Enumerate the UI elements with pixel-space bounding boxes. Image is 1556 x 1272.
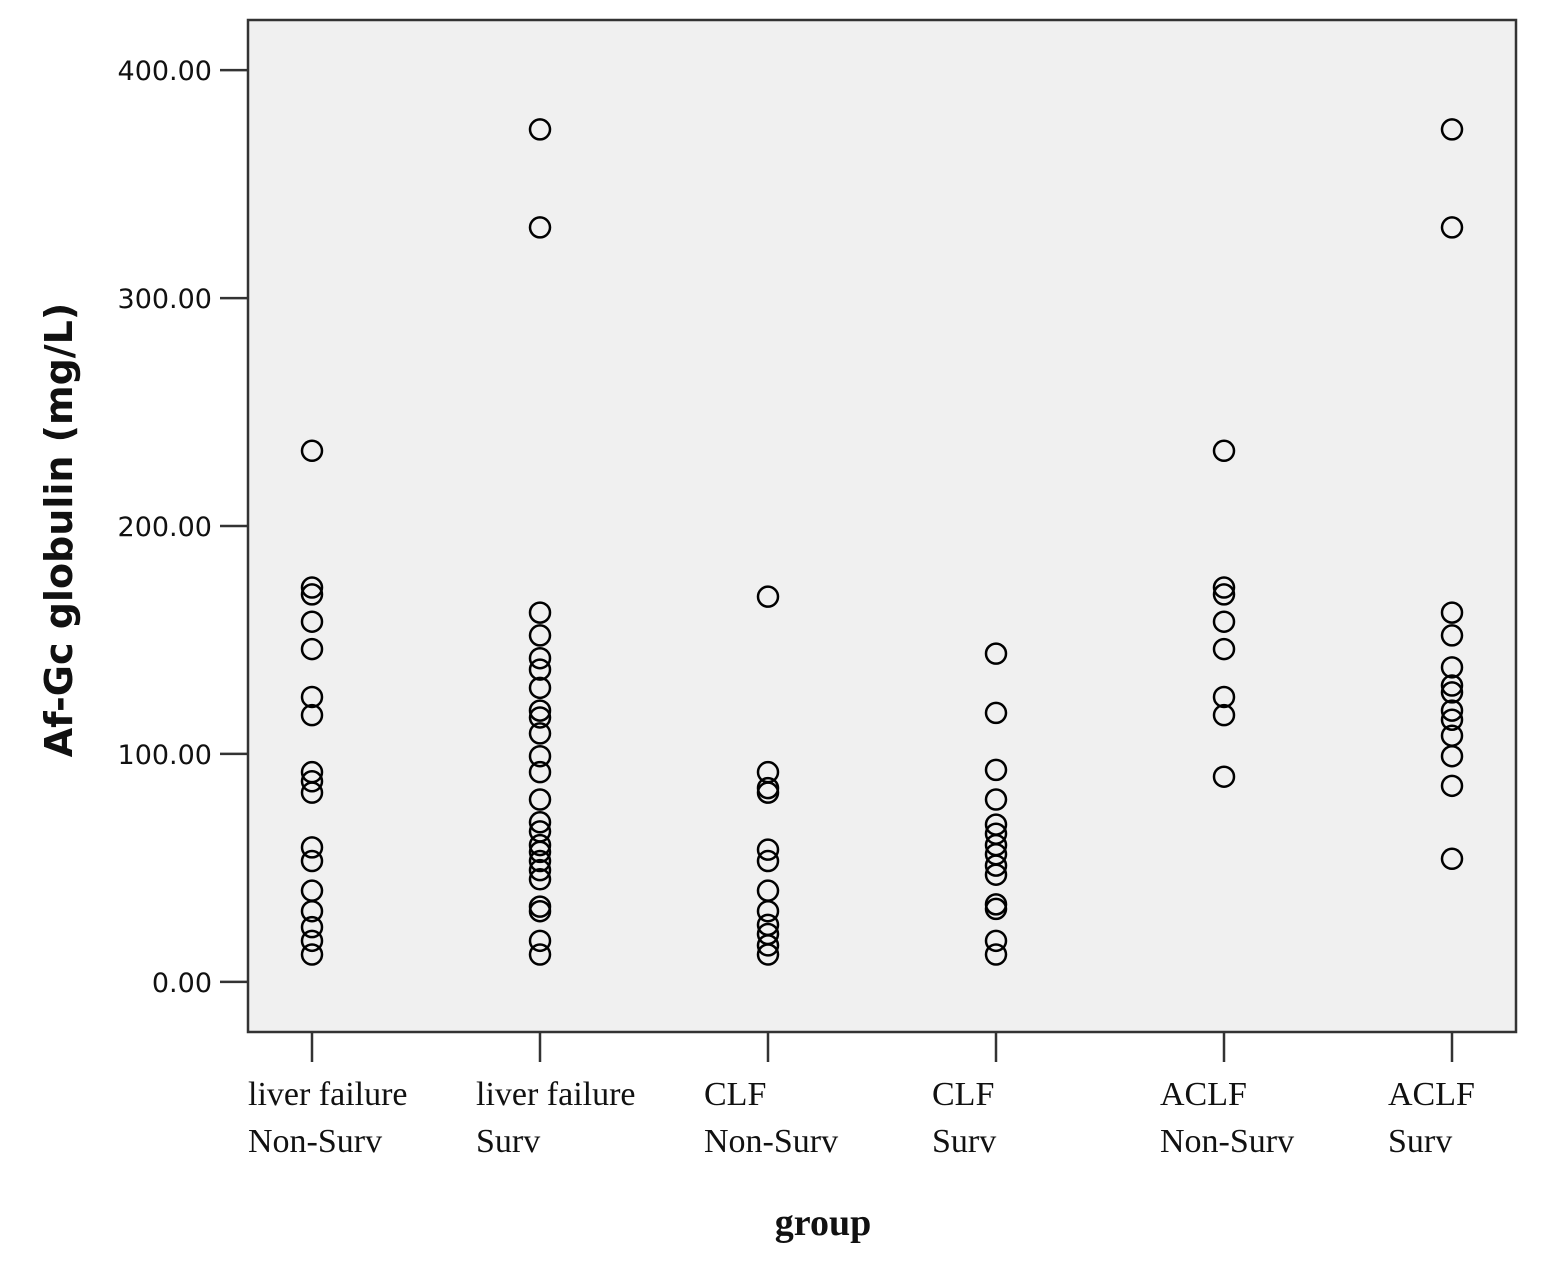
point [756, 899, 780, 923]
point [1440, 708, 1464, 731]
point [528, 722, 552, 745]
point [1440, 656, 1464, 679]
point [984, 929, 1008, 953]
point [1440, 601, 1464, 624]
x-tick-label: liver failure [476, 1076, 636, 1113]
x-tick-label: Surv [476, 1123, 540, 1160]
point [528, 840, 552, 864]
point [984, 943, 1008, 966]
point [1212, 576, 1236, 599]
point [1440, 216, 1464, 239]
point [528, 858, 552, 882]
point [984, 897, 1008, 921]
x-axis-title: group [775, 1202, 871, 1244]
x-tick-label: Surv [1388, 1123, 1452, 1160]
point [1440, 674, 1464, 697]
x-tick-label: Surv [932, 1123, 996, 1160]
point [528, 833, 552, 857]
point [1440, 624, 1464, 647]
point [1212, 439, 1236, 463]
point [1212, 703, 1236, 727]
point [528, 646, 552, 670]
point [300, 703, 324, 727]
x-tick-label: liver failure [248, 1076, 408, 1113]
point [1212, 765, 1236, 788]
point [528, 811, 552, 834]
point [300, 583, 324, 606]
point [984, 758, 1008, 782]
point [1440, 847, 1464, 871]
point [1440, 118, 1464, 141]
y-tick-label: 200.00 [118, 512, 212, 543]
point [300, 943, 324, 966]
point [1440, 774, 1464, 798]
point [1440, 681, 1464, 704]
x-tick-label: Non-Surv [704, 1123, 838, 1160]
point [528, 699, 552, 722]
point [300, 849, 324, 873]
point [1212, 583, 1236, 606]
point [528, 216, 552, 239]
point [300, 770, 324, 793]
point [1212, 610, 1236, 633]
y-tick-label: 100.00 [118, 740, 212, 771]
point [984, 701, 1008, 725]
point [300, 836, 324, 859]
point [528, 849, 552, 873]
point [1212, 685, 1236, 709]
point [528, 760, 552, 784]
point [1440, 744, 1464, 768]
point [528, 118, 552, 141]
point [300, 915, 324, 939]
point [756, 943, 780, 966]
point [528, 943, 552, 966]
plot-area [246, 18, 1518, 1034]
point [756, 849, 780, 873]
point [984, 854, 1008, 877]
point [528, 788, 552, 811]
point [528, 929, 552, 953]
x-tick-label: Non-Surv [248, 1123, 382, 1160]
x-tick-label: ACLF [1388, 1076, 1475, 1113]
point [528, 899, 552, 923]
point [984, 863, 1008, 886]
point [300, 637, 324, 661]
point [300, 576, 324, 599]
point [984, 642, 1008, 665]
point [300, 781, 324, 804]
point [528, 706, 552, 729]
point [528, 744, 552, 768]
point [528, 676, 552, 700]
point [528, 868, 552, 891]
point [756, 781, 780, 804]
point [300, 685, 324, 709]
point [756, 585, 780, 608]
point [756, 934, 780, 957]
x-tick-label: CLF [932, 1076, 994, 1113]
x-tick-label: Non-Surv [1160, 1123, 1294, 1160]
point [300, 610, 324, 633]
y-tick-label: 300.00 [118, 284, 212, 315]
x-tick-label: CLF [704, 1076, 766, 1113]
point [300, 899, 324, 923]
y-tick-label: 400.00 [118, 56, 212, 87]
point [528, 658, 552, 681]
point [528, 601, 552, 624]
point [528, 624, 552, 647]
y-axis-title: Af-Gc globulin (mg/L) [37, 303, 81, 758]
point [984, 788, 1008, 811]
x-tick-label: ACLF [1160, 1076, 1247, 1113]
y-tick-label: 0.00 [152, 968, 212, 999]
point [756, 838, 780, 861]
point [300, 929, 324, 953]
point [1440, 699, 1464, 722]
point [1212, 637, 1236, 661]
point [300, 439, 324, 463]
